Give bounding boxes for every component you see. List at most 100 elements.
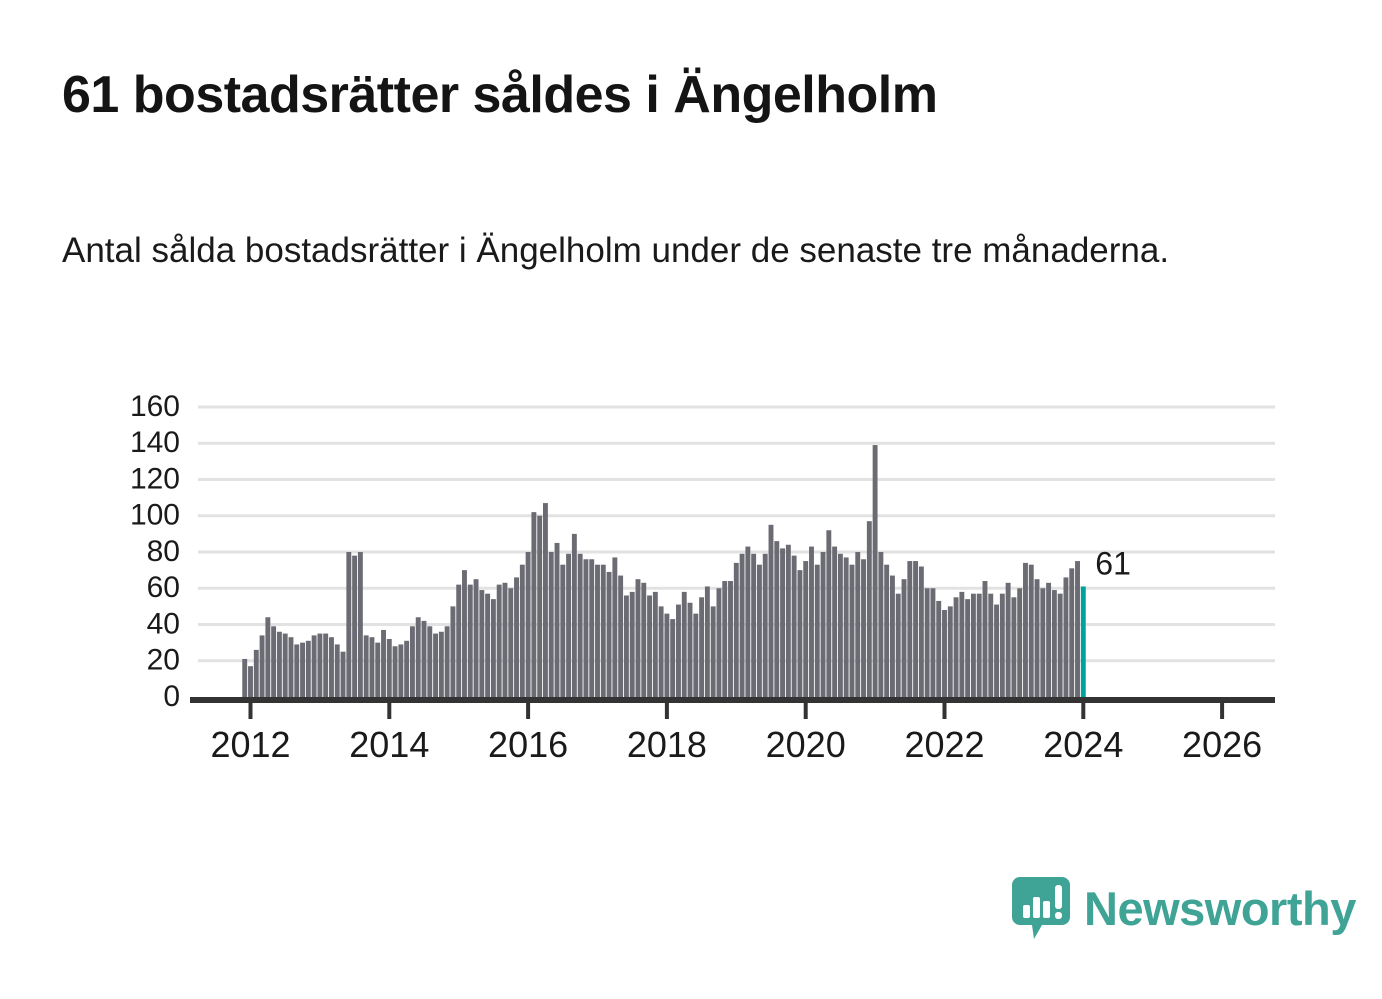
bar — [930, 588, 936, 697]
bar — [548, 552, 554, 697]
bar — [456, 584, 462, 698]
bar — [1046, 582, 1052, 697]
bar — [265, 617, 271, 697]
bar — [728, 581, 733, 697]
bar — [809, 546, 814, 697]
bar — [826, 530, 832, 697]
bar — [629, 591, 635, 698]
bar — [537, 515, 543, 697]
bar — [710, 606, 716, 698]
newsworthy-wordmark: Newsworthy — [1084, 881, 1356, 935]
bar — [427, 626, 433, 697]
bar — [681, 591, 687, 698]
x-tick-label: 2024 — [1043, 724, 1123, 765]
bar — [664, 613, 670, 698]
bar — [791, 555, 797, 698]
y-tick-label: 20 — [147, 644, 180, 677]
bar — [623, 595, 629, 697]
bar — [583, 559, 589, 697]
bar — [531, 512, 537, 698]
bar — [780, 548, 786, 698]
y-tick-label: 0 — [163, 680, 180, 713]
bar — [693, 613, 699, 698]
bar — [658, 606, 664, 698]
bar — [739, 553, 745, 697]
bar — [392, 646, 398, 697]
bar — [756, 564, 762, 697]
bar — [762, 553, 768, 697]
bar — [1028, 564, 1034, 697]
bar — [375, 642, 381, 698]
x-tick-label: 2018 — [627, 724, 707, 765]
bar — [606, 571, 612, 697]
bar — [641, 582, 647, 697]
bar — [704, 586, 710, 697]
bar — [490, 599, 496, 698]
bar — [305, 640, 311, 697]
bar — [1017, 588, 1023, 697]
bar — [918, 566, 924, 697]
bar — [913, 561, 919, 697]
bar — [386, 639, 392, 697]
bar — [450, 606, 456, 698]
bar — [716, 588, 722, 697]
bar — [340, 651, 346, 697]
bar — [502, 582, 508, 697]
bars — [242, 445, 1086, 698]
bar — [1023, 562, 1028, 698]
x-tick-label: 2026 — [1182, 724, 1262, 765]
bar — [797, 570, 803, 698]
bar — [242, 658, 248, 697]
bar — [1057, 593, 1063, 697]
bar — [346, 552, 352, 697]
bar — [363, 635, 369, 698]
bar — [861, 559, 866, 697]
bar — [699, 597, 705, 697]
bar — [317, 633, 323, 697]
x-tick-label: 2014 — [349, 724, 429, 765]
bar — [774, 541, 780, 698]
bar-highlighted — [1080, 586, 1086, 697]
bar — [415, 617, 421, 697]
bar — [276, 631, 282, 697]
bar — [982, 581, 988, 697]
bar — [1034, 579, 1040, 697]
bar — [485, 593, 491, 697]
bar — [999, 593, 1005, 697]
bar — [687, 602, 693, 697]
bar — [768, 524, 774, 697]
bar — [404, 640, 410, 697]
x-tick-label: 2020 — [766, 724, 846, 765]
bar — [282, 633, 288, 697]
bar — [566, 553, 572, 697]
bar — [843, 557, 849, 697]
bar — [409, 626, 415, 697]
bar — [369, 637, 375, 697]
bar — [1063, 577, 1069, 698]
bar — [577, 553, 583, 697]
bar — [357, 552, 363, 697]
axis — [190, 697, 1275, 719]
bar — [467, 584, 473, 698]
last-value-label: 61 — [1095, 545, 1131, 581]
bar — [866, 521, 872, 697]
x-tick-label: 2022 — [904, 724, 984, 765]
bar — [884, 564, 890, 697]
bar — [832, 546, 838, 697]
bar — [444, 626, 450, 697]
y-tick-label: 80 — [147, 535, 180, 568]
bar — [942, 610, 947, 697]
bar — [907, 561, 913, 697]
bar — [508, 588, 514, 697]
bar — [936, 600, 942, 697]
bar — [959, 591, 965, 698]
newsworthy-logo[interactable]: Newsworthy — [1012, 876, 1356, 940]
last-value-annotation: 61 — [1095, 545, 1131, 581]
y-tick-label: 120 — [130, 462, 180, 495]
bar — [271, 626, 277, 697]
chart-subtitle: Antal sålda bostadsrätter i Ängelholm un… — [62, 231, 1170, 270]
bar — [722, 581, 728, 697]
bar — [323, 633, 329, 697]
bar — [421, 620, 427, 698]
